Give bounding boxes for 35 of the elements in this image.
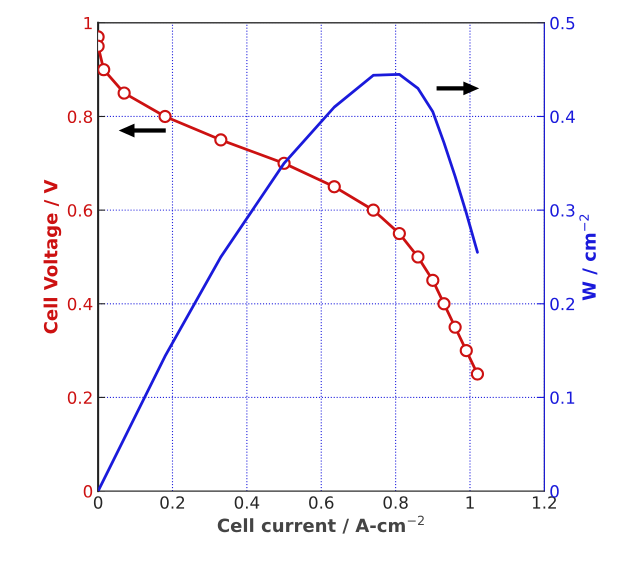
x-tick-label: 0.4 <box>234 496 260 509</box>
point <box>158 110 172 124</box>
x-tick-label: 1 <box>466 496 474 509</box>
y-axis-title: Cell Voltage / V <box>44 180 62 334</box>
x-tick-label: 0.6 <box>309 496 334 509</box>
point <box>411 250 425 264</box>
y2-tick-label: 0 <box>550 485 559 498</box>
y2-tick-label: 0.1 <box>550 391 574 404</box>
y-tick-label: 0.4 <box>68 298 92 310</box>
y2-tick-label: 0.2 <box>550 298 574 310</box>
y2-axis-title: W / cm$^{−2}$ <box>579 214 598 300</box>
point <box>460 344 473 358</box>
point <box>366 204 380 217</box>
point <box>470 367 484 381</box>
y2-tick-label: 0.5 <box>550 16 574 30</box>
point <box>328 180 341 194</box>
y2-tick-label: 0.4 <box>550 110 575 124</box>
y-tick-label: 1 <box>84 17 92 30</box>
y-tick-label: 0.2 <box>68 391 92 404</box>
point <box>98 63 110 76</box>
y-tick-label: 0 <box>84 485 92 498</box>
x-tick-label: 0.2 <box>160 496 184 509</box>
point <box>214 133 228 146</box>
x-tick-label: 0 <box>94 496 102 509</box>
y-tick-label: 0.6 <box>68 204 92 217</box>
point <box>392 226 406 240</box>
x-tick-label: 1.2 <box>532 496 556 509</box>
point <box>437 297 451 310</box>
point <box>448 320 462 334</box>
x-tick-label: 0.8 <box>383 496 408 509</box>
y2-tick-label: 0.3 <box>550 204 574 217</box>
point <box>426 274 440 287</box>
y-tick-label: 0.8 <box>68 110 92 124</box>
x-axis-title: Cell current / A-cm$^{−2}$ <box>218 516 424 534</box>
point <box>118 86 131 100</box>
